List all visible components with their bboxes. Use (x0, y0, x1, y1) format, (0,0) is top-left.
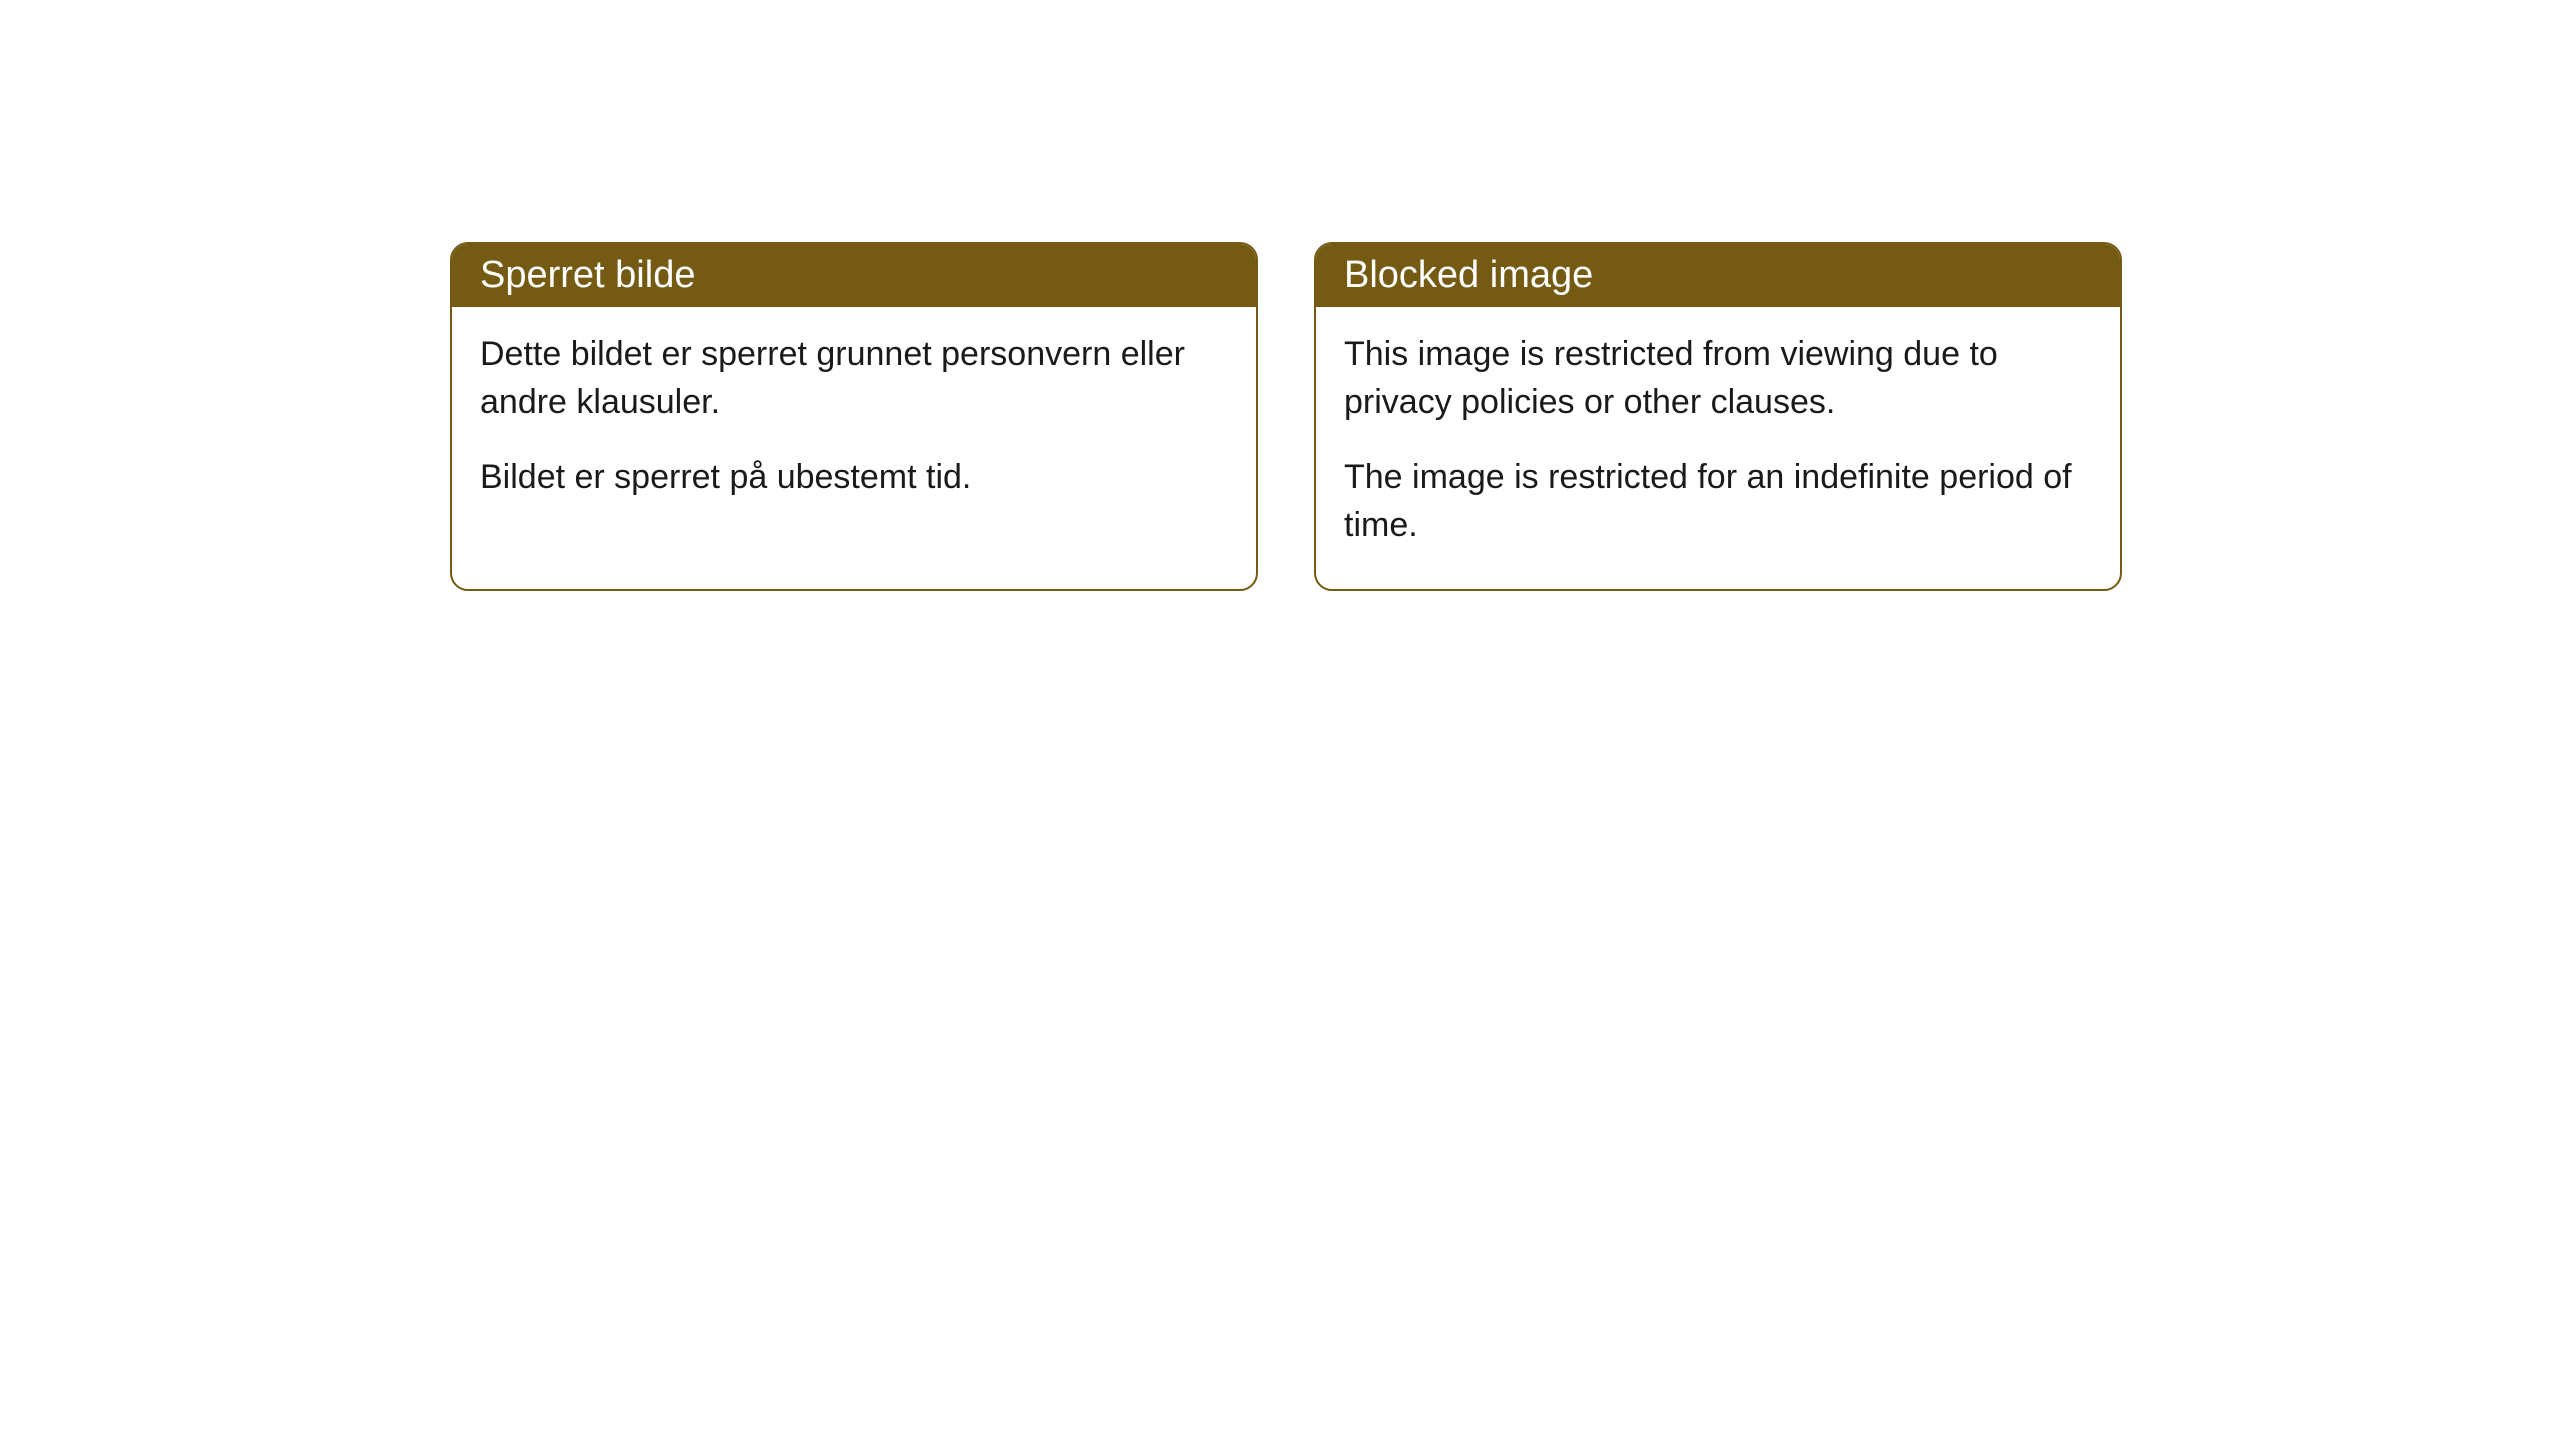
card-body: This image is restricted from viewing du… (1316, 307, 2120, 589)
card-body: Dette bildet er sperret grunnet personve… (452, 307, 1256, 542)
card-paragraph: The image is restricted for an indefinit… (1344, 454, 2092, 549)
card-paragraph: Bildet er sperret på ubestemt tid. (480, 454, 1228, 502)
card-header: Blocked image (1316, 244, 2120, 307)
blocked-image-card-norwegian: Sperret bilde Dette bildet er sperret gr… (450, 242, 1258, 591)
blocked-image-card-english: Blocked image This image is restricted f… (1314, 242, 2122, 591)
card-paragraph: This image is restricted from viewing du… (1344, 331, 2092, 426)
card-header: Sperret bilde (452, 244, 1256, 307)
cards-container: Sperret bilde Dette bildet er sperret gr… (450, 242, 2122, 591)
card-paragraph: Dette bildet er sperret grunnet personve… (480, 331, 1228, 426)
